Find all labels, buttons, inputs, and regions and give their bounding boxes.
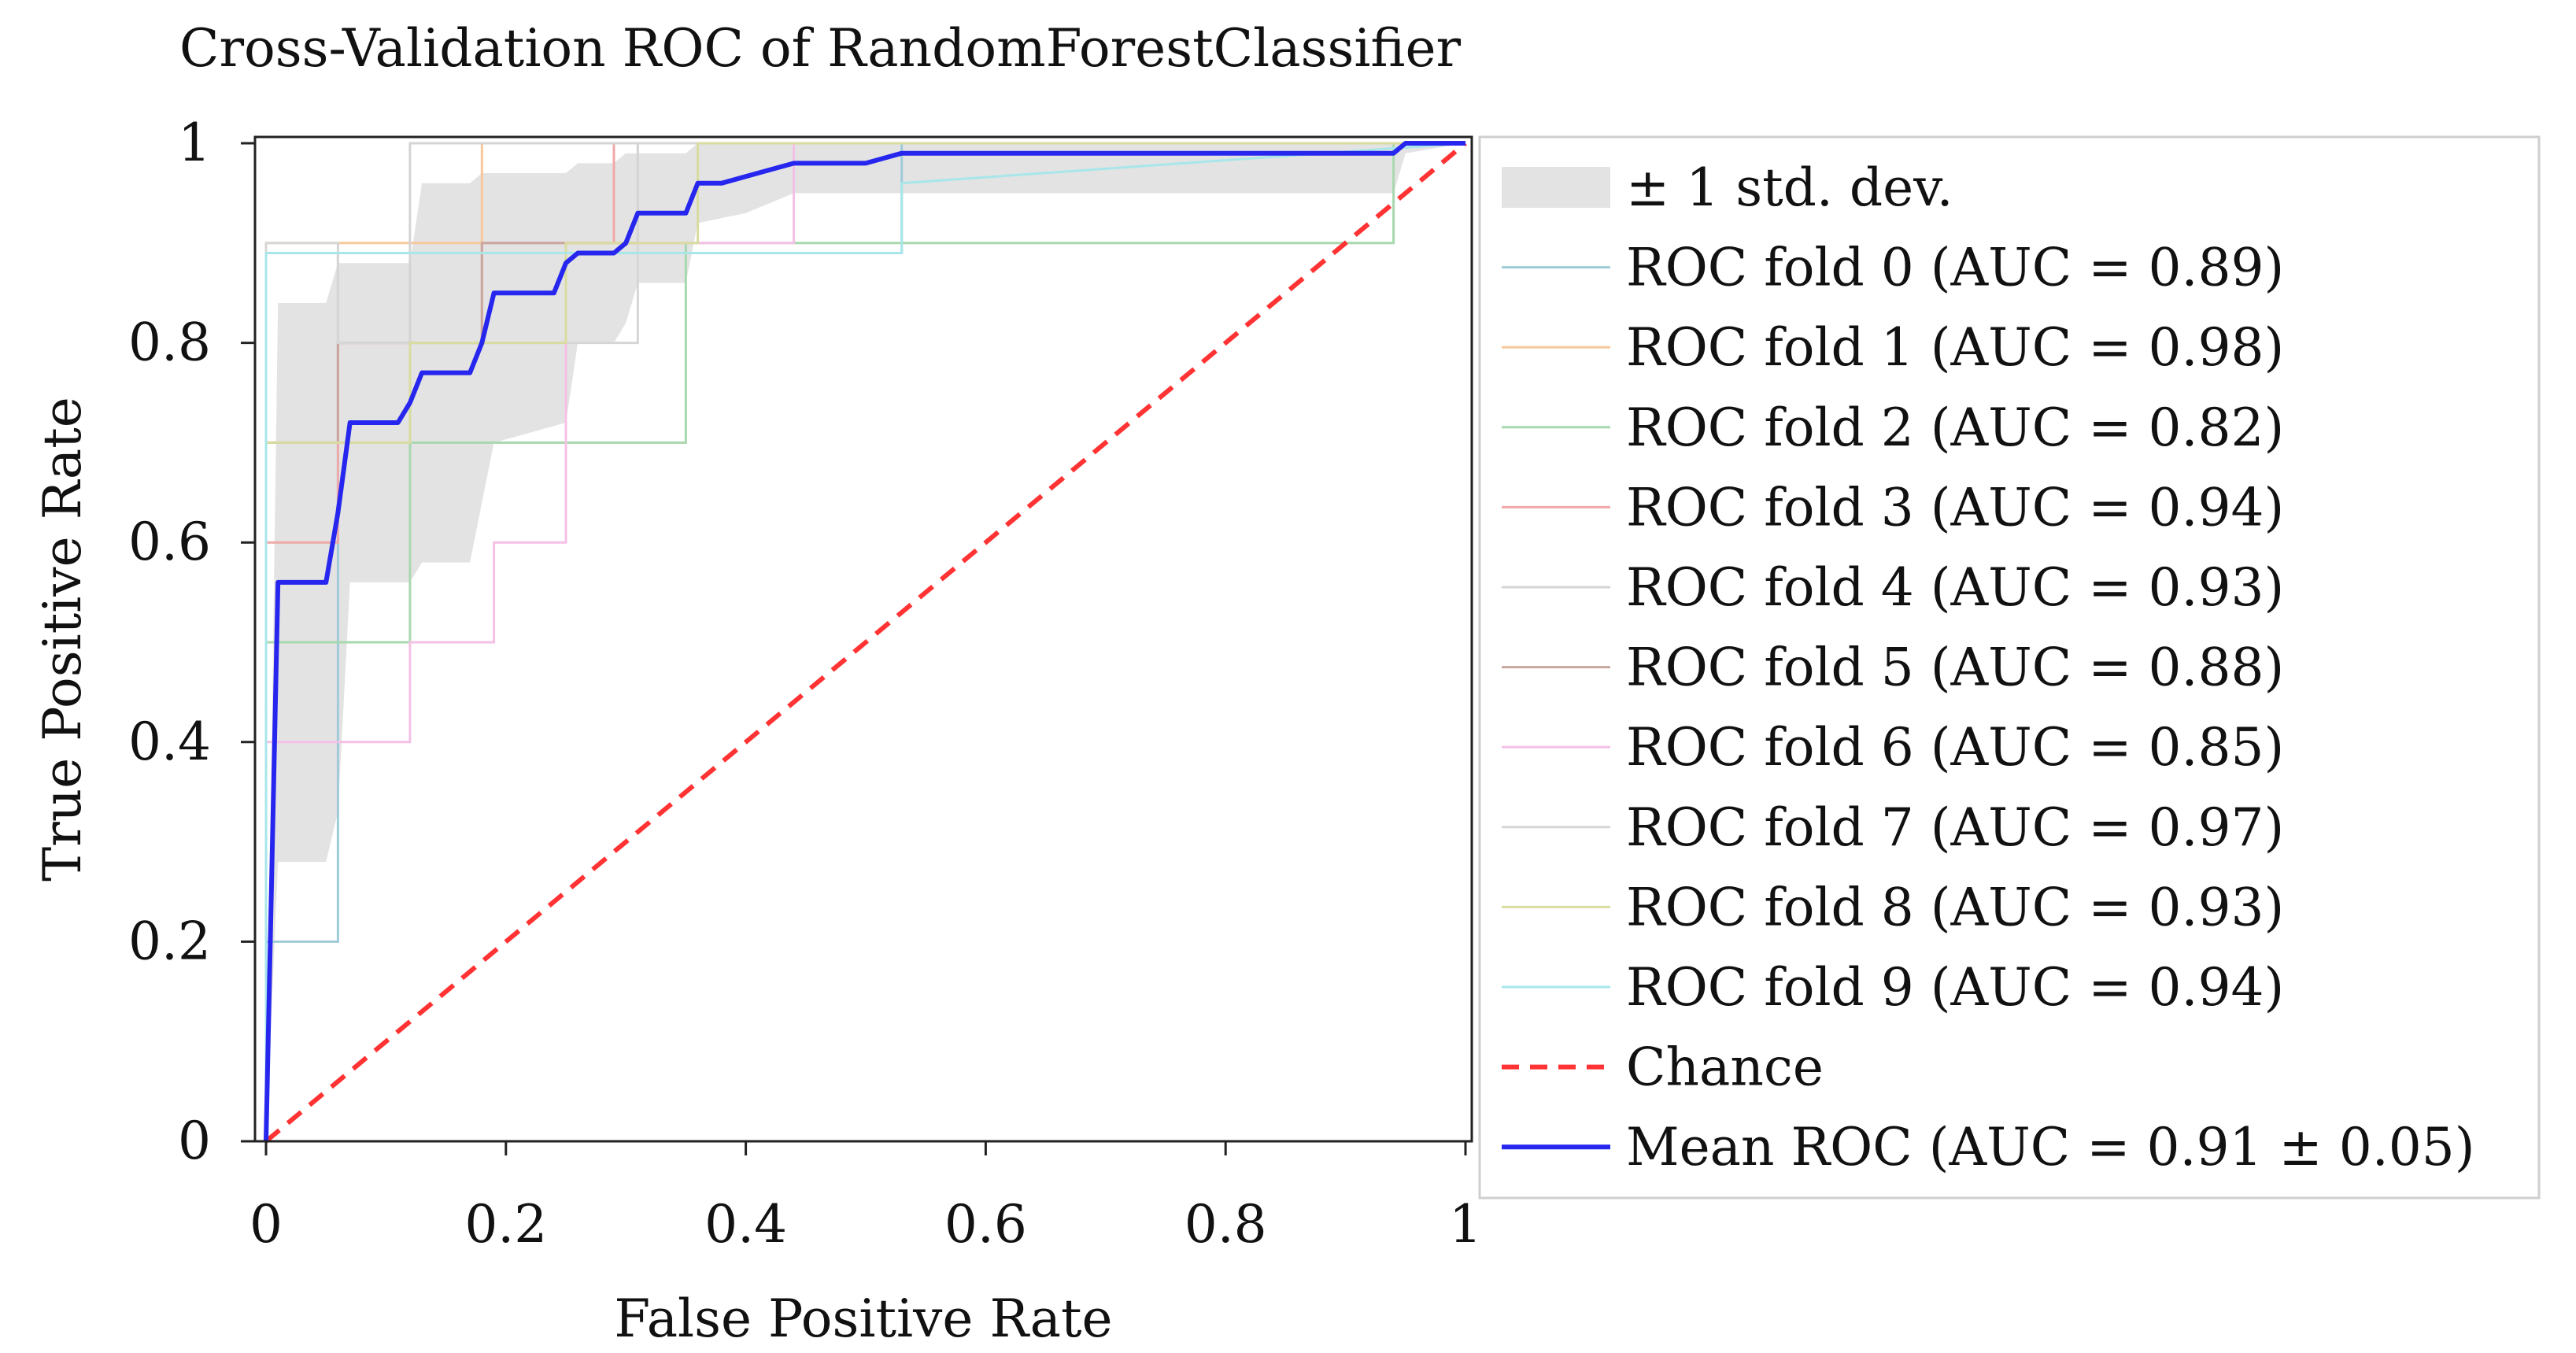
x-tick-label: 0.6 <box>944 1194 1027 1255</box>
y-tick-label: 0.6 <box>128 512 211 572</box>
roc-fold-8-line <box>264 142 1465 1141</box>
y-tick-label: 1 <box>178 113 211 173</box>
legend-item-fold-7: ROC fold 7 (AUC = 0.97) <box>1502 797 2284 858</box>
legend-item-fold-4: ROC fold 4 (AUC = 0.93) <box>1502 557 2284 618</box>
legend-label: ROC fold 3 (AUC = 0.94) <box>1626 477 2284 538</box>
legend-item-fold-2: ROC fold 2 (AUC = 0.82) <box>1502 397 2284 458</box>
y-tick-label: 0 <box>178 1111 211 1171</box>
roc-fold-2-line <box>264 142 1465 1141</box>
y-tick-label: 0.2 <box>128 911 211 971</box>
legend-frame <box>1478 135 2541 1200</box>
legend-label: ROC fold 4 (AUC = 0.93) <box>1626 557 2284 618</box>
x-axis-label: False Positive Rate <box>614 1288 1112 1349</box>
legend-label: ROC fold 2 (AUC = 0.82) <box>1626 397 2284 458</box>
y-tick-label: 0.4 <box>128 712 211 772</box>
legend: ± 1 std. dev. ROC fold 0 (AUC = 0.89) ROC … <box>1502 157 2474 1177</box>
legend-label: ROC fold 1 (AUC = 0.98) <box>1626 317 2284 378</box>
y-axis-label: True Positive Rate <box>32 397 93 882</box>
y-tick-label: 0.8 <box>128 312 211 373</box>
legend-item-std-dev: ± 1 std. dev. <box>1502 157 1953 218</box>
legend-label: ROC fold 0 (AUC = 0.89) <box>1626 238 2284 298</box>
legend-item-chance: Chance <box>1502 1037 1824 1098</box>
legend-label: ROC fold 9 (AUC = 0.94) <box>1626 957 2284 1018</box>
plot-area <box>264 141 1467 1144</box>
mean-roc-line <box>264 141 1465 1142</box>
x-tick-label: 0.8 <box>1185 1194 1267 1255</box>
legend-label: ROC fold 7 (AUC = 0.97) <box>1626 797 2284 858</box>
x-tick-label: 1 <box>1449 1194 1482 1255</box>
legend-label: Chance <box>1626 1037 1824 1098</box>
legend-swatch <box>1502 167 1610 208</box>
legend-item-fold-8: ROC fold 8 (AUC = 0.93) <box>1502 877 2284 937</box>
legend-item-mean-roc: Mean ROC (AUC = 0.91 ± 0.05) <box>1502 1117 2474 1177</box>
x-tick-label: 0 <box>249 1194 283 1255</box>
roc-fold-7-line <box>264 142 1465 1141</box>
x-tick-label: 0.4 <box>704 1194 787 1255</box>
roc-fold-9-line <box>264 142 1466 1141</box>
legend-label: Mean ROC (AUC = 0.91 ± 0.05) <box>1626 1117 2474 1177</box>
axis-ticks: 0 0.2 0.4 0.6 0.8 1 0 0.2 0.4 0.6 0.8 1 <box>128 113 1482 1255</box>
legend-item-fold-0: ROC fold 0 (AUC = 0.89) <box>1502 238 2284 298</box>
roc-fold-6-line <box>264 142 1465 1141</box>
legend-label: ± 1 std. dev. <box>1626 157 1953 218</box>
legend-label: ROC fold 8 (AUC = 0.93) <box>1626 877 2284 937</box>
legend-item-fold-6: ROC fold 6 (AUC = 0.85) <box>1502 717 2284 778</box>
chart-title: Cross-Validation ROC of RandomForestClas… <box>179 18 1462 79</box>
legend-item-fold-1: ROC fold 1 (AUC = 0.98) <box>1502 317 2284 378</box>
legend-item-fold-9: ROC fold 9 (AUC = 0.94) <box>1502 957 2284 1018</box>
legend-item-fold-3: ROC fold 3 (AUC = 0.94) <box>1502 477 2284 538</box>
x-tick-label: 0.2 <box>464 1194 547 1255</box>
plot-frame <box>253 135 1473 1143</box>
legend-label: ROC fold 6 (AUC = 0.85) <box>1626 717 2284 778</box>
legend-item-fold-5: ROC fold 5 (AUC = 0.88) <box>1502 638 2284 698</box>
legend-label: ROC fold 5 (AUC = 0.88) <box>1626 638 2284 698</box>
chance-line <box>264 141 1467 1144</box>
